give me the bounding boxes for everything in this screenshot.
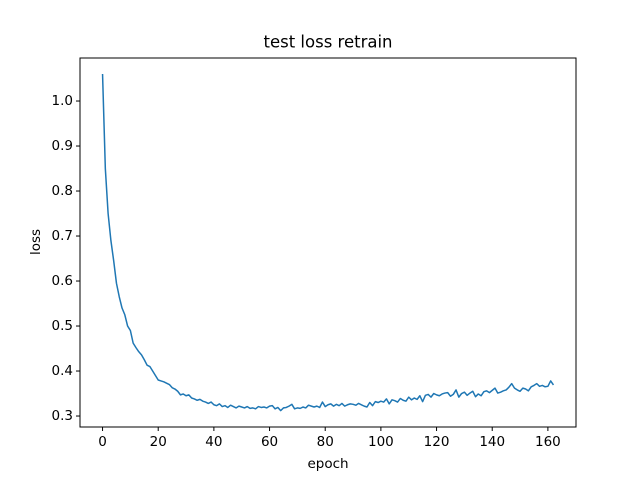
- x-tick-label: 20: [150, 434, 167, 450]
- y-tick-label: 0.5: [52, 318, 73, 334]
- line-series: [101, 73, 555, 412]
- x-tick-label: 80: [317, 434, 334, 450]
- y-tick-label: 0.9: [52, 138, 73, 154]
- y-tick-label: 0.4: [52, 363, 73, 379]
- y-tick-label: 0.7: [52, 228, 73, 244]
- x-tick-label: 100: [368, 434, 394, 450]
- x-tick-label: 0: [98, 434, 107, 450]
- plot-frame: [79, 57, 577, 428]
- x-tick-label: 40: [205, 434, 222, 450]
- y-tick-label: 0.8: [52, 183, 73, 199]
- x-tick-label: 120: [424, 434, 450, 450]
- y-tick-label: 0.6: [52, 273, 73, 289]
- x-axis-label: epoch: [307, 456, 348, 472]
- x-tick-label: 140: [479, 434, 505, 450]
- y-tick-label: 0.3: [52, 408, 73, 424]
- y-axis-label: loss: [28, 229, 44, 255]
- x-tick-label: 60: [261, 434, 278, 450]
- y-tick-label: 1.0: [52, 93, 73, 109]
- chart-title: test loss retrain: [263, 33, 392, 52]
- x-tick-label: 160: [535, 434, 561, 450]
